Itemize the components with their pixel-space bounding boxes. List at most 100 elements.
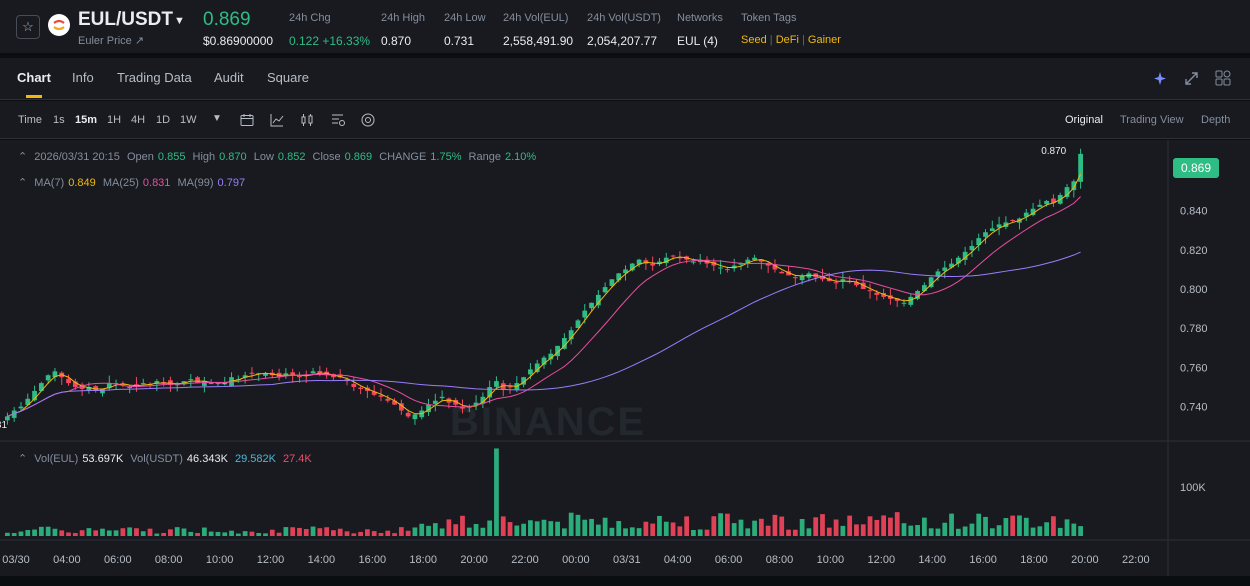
timeframe-1d[interactable]: 1D	[156, 114, 171, 126]
x-tick-label: 12:00	[257, 554, 285, 566]
volume-bar	[337, 528, 343, 536]
volume-bar	[1010, 515, 1016, 536]
volume-bar	[562, 528, 567, 536]
collapse-ma-icon[interactable]: ⌃	[18, 177, 28, 189]
volume-bar	[738, 519, 744, 536]
timeframe-1s[interactable]: 1s	[53, 114, 65, 126]
volume-bar	[799, 519, 805, 536]
candle-body	[72, 381, 78, 388]
tab-trading-data[interactable]: Trading Data	[117, 70, 192, 85]
tab-chart[interactable]: Chart	[17, 70, 51, 98]
target-icon[interactable]	[361, 113, 375, 127]
timeframe-1w[interactable]: 1W	[180, 114, 197, 126]
volume-bar	[718, 513, 723, 536]
stat-label: 24h High	[381, 12, 426, 24]
tab-square[interactable]: Square	[267, 70, 309, 85]
timeframe-1h[interactable]: 1H	[107, 114, 122, 126]
volume-bar	[480, 527, 486, 536]
candle-body	[725, 269, 730, 271]
candle-body	[568, 330, 574, 340]
candle-body	[1030, 208, 1036, 216]
candle-body	[11, 410, 17, 418]
volume-bar	[949, 513, 954, 536]
indicator-line-icon[interactable]	[270, 113, 284, 127]
candle-body	[446, 398, 452, 403]
pair-title[interactable]: EUL/USDT	[78, 9, 173, 30]
volume-bar	[657, 515, 662, 536]
y-tick-label: 0.740	[1180, 402, 1208, 414]
volume-bar	[786, 529, 791, 536]
candle-type-icon[interactable]	[300, 113, 314, 127]
ohlc-info: ⌃ 2026/03/31 20:15 Open 0.855 High 0.870 L…	[18, 150, 540, 163]
candle-body	[731, 265, 737, 269]
volume-bar	[439, 528, 445, 536]
volume-bar	[460, 515, 465, 536]
open-label: Open	[126, 151, 154, 163]
candle-body	[371, 391, 377, 395]
layout-grid-icon[interactable]	[1215, 70, 1231, 86]
tag-gainer[interactable]: Gainer	[807, 34, 841, 46]
volume-bar	[820, 514, 825, 536]
candle-body	[521, 377, 526, 385]
euler-coin-logo	[48, 14, 70, 36]
view-depth[interactable]: Depth	[1201, 114, 1231, 126]
x-tick-label: 03/30	[2, 554, 30, 566]
volume-bar	[725, 513, 730, 536]
coin-subtitle[interactable]: Euler Price ↗	[78, 34, 144, 47]
view-trading-view[interactable]: Trading View	[1120, 114, 1184, 126]
volume-bar	[595, 524, 601, 536]
volume-bar	[38, 526, 44, 536]
volume-bar	[901, 523, 907, 536]
volume-bar	[500, 516, 506, 536]
chart-settings-icon[interactable]	[331, 113, 346, 127]
candle-body	[616, 273, 622, 281]
candlestick-chart[interactable]: 0.8600.8400.8200.8000.7800.7600.740100K0…	[0, 140, 1250, 576]
tag-seed[interactable]: Seed	[741, 34, 767, 46]
collapse-icon[interactable]: ⌃	[18, 151, 28, 163]
volume-bar	[140, 531, 146, 536]
more-timeframes-chevron-icon[interactable]: ▼	[212, 113, 222, 124]
candle-body	[786, 271, 791, 276]
tag-defi[interactable]: DeFi	[775, 34, 799, 46]
volume-bar	[575, 514, 581, 536]
ma-line-ma99	[7, 251, 1081, 417]
timeframe-4h[interactable]: 4H	[131, 114, 146, 126]
volume-bar	[487, 520, 493, 536]
candle-body	[840, 279, 846, 282]
tab-info[interactable]: Info	[72, 70, 94, 85]
tab-audit[interactable]: Audit	[214, 70, 244, 85]
ai-sparkle-icon[interactable]	[1153, 71, 1169, 87]
candle-body	[820, 276, 825, 280]
volume-bar	[582, 519, 588, 536]
volume-bar	[1064, 519, 1070, 536]
collapse-vol-icon[interactable]: ⌃	[18, 453, 28, 465]
stat-label: 24h Vol(USDT)	[587, 12, 661, 24]
timeframe-time[interactable]: Time	[18, 114, 43, 126]
volume-bar	[521, 523, 526, 536]
volume-bar	[310, 526, 316, 536]
stat-5: Networks EUL (4)	[677, 12, 723, 48]
candle-body	[154, 381, 160, 384]
volume-bar	[1037, 526, 1043, 536]
expand-icon[interactable]	[1184, 71, 1199, 86]
chart-area[interactable]: BINANCE 0.8600.8400.8200.8000.7800.7600.…	[0, 140, 1250, 576]
candle-body	[398, 403, 404, 411]
vol-ma10-value: 27.4K	[283, 453, 312, 465]
chevron-down-icon[interactable]: ▼	[174, 15, 185, 27]
candle-body	[718, 267, 723, 269]
favorite-star-icon[interactable]: ☆	[16, 15, 40, 39]
view-original[interactable]: Original	[1065, 114, 1103, 126]
volume-bar	[25, 530, 31, 536]
volume-bar	[473, 523, 479, 536]
volume-bar	[745, 528, 751, 536]
timeframe-15m[interactable]: 15m	[75, 114, 98, 126]
candle-body	[127, 387, 133, 389]
calendar-icon[interactable]	[240, 113, 254, 127]
volume-bar	[840, 525, 846, 536]
volume-bar	[494, 448, 499, 536]
ma-legend: ⌃ MA(7) 0.849 MA(25) 0.831 MA(99) 0.797	[18, 176, 249, 189]
candle-body	[670, 255, 676, 257]
candle-body	[595, 294, 601, 306]
candle-body	[1078, 153, 1083, 182]
volume-bar	[1030, 527, 1036, 536]
